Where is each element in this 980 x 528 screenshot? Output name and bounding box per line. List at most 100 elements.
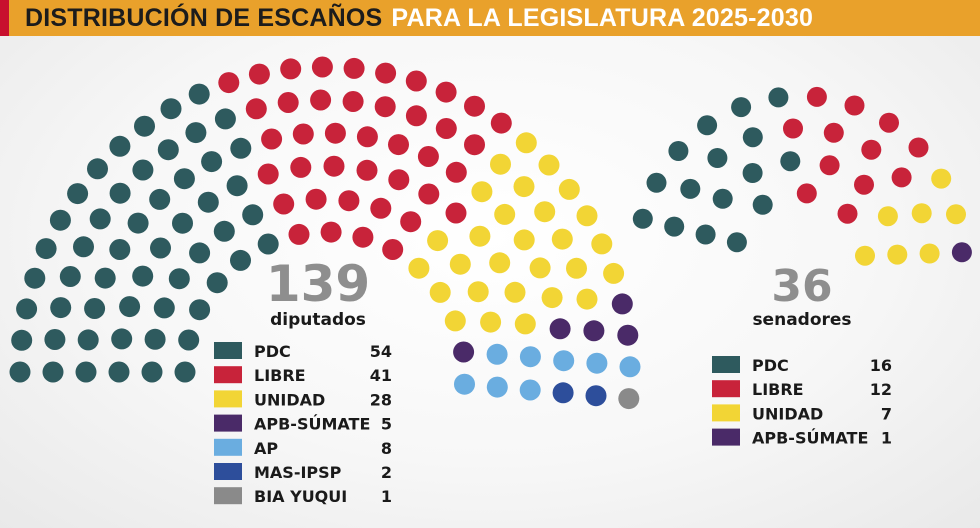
title-banner: DISTRIBUCIÓN DE ESCAÑOS PARA LA LEGISLAT… <box>0 0 980 36</box>
seat-pdc <box>174 361 196 383</box>
seat-libre <box>311 56 333 78</box>
seat-libre <box>783 118 803 139</box>
seat-pdc <box>127 212 149 234</box>
seat-libre <box>844 95 865 116</box>
seat-bia-yuqui <box>618 388 640 410</box>
legend-name: BIA YUQUI <box>254 487 347 506</box>
seat-pdc <box>111 328 133 350</box>
seat-pdc <box>67 183 89 205</box>
seat-libre <box>342 91 364 112</box>
seat-libre <box>356 126 378 148</box>
seat-unidad <box>576 288 598 310</box>
seat-unidad <box>534 201 556 223</box>
legend-value: 41 <box>370 366 392 385</box>
seat-pdc <box>668 141 689 161</box>
legend-swatch <box>214 463 242 480</box>
seat-pdc <box>178 329 200 351</box>
seat-pdc <box>188 83 210 105</box>
seat-libre <box>405 105 427 127</box>
seat-pdc <box>44 329 66 350</box>
seat-pdc <box>153 297 175 319</box>
seat-pdc <box>59 266 81 287</box>
seat-unidad <box>427 230 449 252</box>
seat-libre <box>248 63 270 85</box>
seat-pdc <box>141 361 163 383</box>
seat-unidad <box>490 153 511 175</box>
seat-pdc <box>697 115 718 136</box>
seat-unidad <box>494 203 516 225</box>
seat-unidad <box>480 311 502 333</box>
seat-libre <box>405 70 427 92</box>
legend-name: UNIDAD <box>752 404 823 423</box>
seat-unidad <box>429 281 451 303</box>
seat-pdc <box>664 216 685 237</box>
seat-pdc <box>35 238 57 260</box>
seat-libre <box>796 183 817 204</box>
legend-value: 16 <box>870 356 892 375</box>
legend-name: UNIDAD <box>254 390 325 409</box>
seat-ap <box>486 376 508 398</box>
seat-ap <box>519 346 541 368</box>
legend-name: PDC <box>752 356 789 375</box>
legend-swatch <box>712 356 740 373</box>
seat-unidad <box>919 243 940 264</box>
legend-swatch <box>712 380 740 398</box>
seat-unidad <box>408 257 430 279</box>
seat-mas-ipsp <box>552 382 574 404</box>
seat-unidad <box>515 132 537 154</box>
seat-unidad <box>887 244 908 265</box>
seat-libre <box>418 183 440 205</box>
seat-libre <box>273 193 295 215</box>
seat-ap <box>619 356 641 378</box>
seat-pdc <box>94 267 116 289</box>
seat-libre <box>323 155 345 177</box>
seat-unidad <box>513 229 535 251</box>
seat-unidad <box>514 313 536 335</box>
seat-pdc <box>84 298 106 319</box>
legend-name: PDC <box>254 342 291 361</box>
legend-swatch <box>214 390 242 408</box>
seat-pdc <box>144 328 166 350</box>
seat-pdc <box>201 151 223 173</box>
seat-pdc <box>742 163 763 183</box>
seat-pdc <box>119 296 141 318</box>
seat-ap <box>519 379 541 401</box>
seat-pdc <box>50 297 72 319</box>
seat-unidad <box>444 310 466 332</box>
legend-value: 1 <box>381 487 392 506</box>
seat-ap <box>486 343 508 365</box>
legend-name: LIBRE <box>254 366 306 385</box>
seat-libre <box>854 174 874 195</box>
seat-pdc <box>134 115 155 137</box>
seat-libre <box>464 95 485 117</box>
legend-value: 7 <box>881 404 892 423</box>
legend-name: MAS-IPSP <box>254 463 342 482</box>
seat-pdc <box>680 178 701 199</box>
seat-pdc <box>172 212 193 234</box>
seat-pdc <box>87 158 108 180</box>
seat-libre <box>356 159 378 181</box>
chamber-label: diputados <box>270 310 366 330</box>
seat-mas-ipsp <box>585 385 607 407</box>
seat-libre <box>908 137 929 158</box>
seat-pdc <box>206 272 228 294</box>
seat-unidad <box>538 154 560 176</box>
seat-apb-s-mate <box>617 324 639 346</box>
seat-pdc <box>73 236 94 258</box>
seat-libre <box>837 203 858 224</box>
seat-unidad <box>855 245 875 266</box>
seat-libre <box>388 169 410 191</box>
seat-unidad <box>489 252 511 274</box>
seat-ap <box>553 350 575 372</box>
seat-pdc <box>157 139 179 161</box>
seat-libre <box>310 89 332 111</box>
seat-unidad <box>449 253 471 275</box>
seat-libre <box>338 190 360 212</box>
seat-pdc <box>185 122 207 144</box>
seat-libre <box>806 86 827 107</box>
seat-libre <box>374 96 396 118</box>
total-seats: 36 <box>771 261 832 312</box>
seat-pdc <box>726 232 747 253</box>
seat-apb-s-mate <box>453 341 475 363</box>
